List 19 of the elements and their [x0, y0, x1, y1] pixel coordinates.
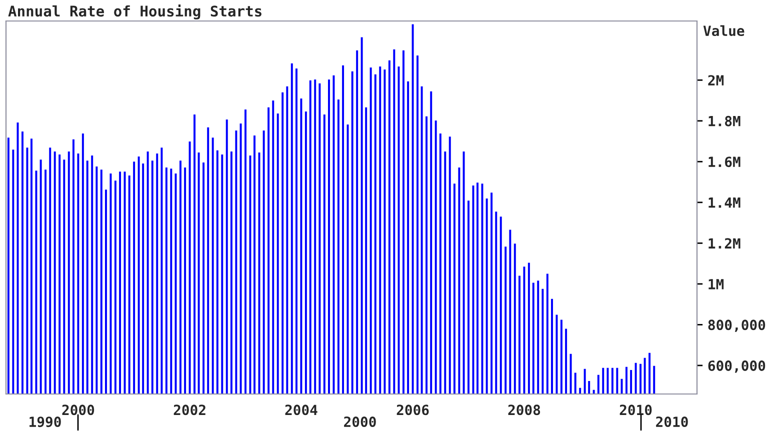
y-tick-label: 1.4M [708, 198, 740, 208]
y-tick-label: 800,000 [708, 320, 766, 332]
text: 1990 [30, 416, 61, 428]
y-tick-label: 1.2M [708, 238, 740, 248]
x-tick-label: 2000 [62, 404, 94, 416]
text: 2000 [344, 416, 376, 428]
x-tick-label: 2010 [620, 404, 652, 416]
y-tick-label: 600,000 [708, 360, 766, 373]
x-tick-label: 2002 [174, 404, 206, 416]
y-tick-label: 1M [708, 279, 724, 290]
x-tick-label: 2004 [285, 404, 318, 416]
x-tick-label: 2006 [396, 404, 429, 416]
text: 2010 [656, 416, 688, 428]
y-tick-label: 1.8M [708, 116, 740, 126]
chart-title: Annual Rate of Housing Starts [8, 4, 262, 20]
y-tick-label: 1.6M [708, 156, 740, 168]
y-tick-label: 2M [708, 75, 724, 86]
y-axis-title: Value [703, 25, 744, 36]
x-tick-label: 2008 [508, 404, 540, 416]
